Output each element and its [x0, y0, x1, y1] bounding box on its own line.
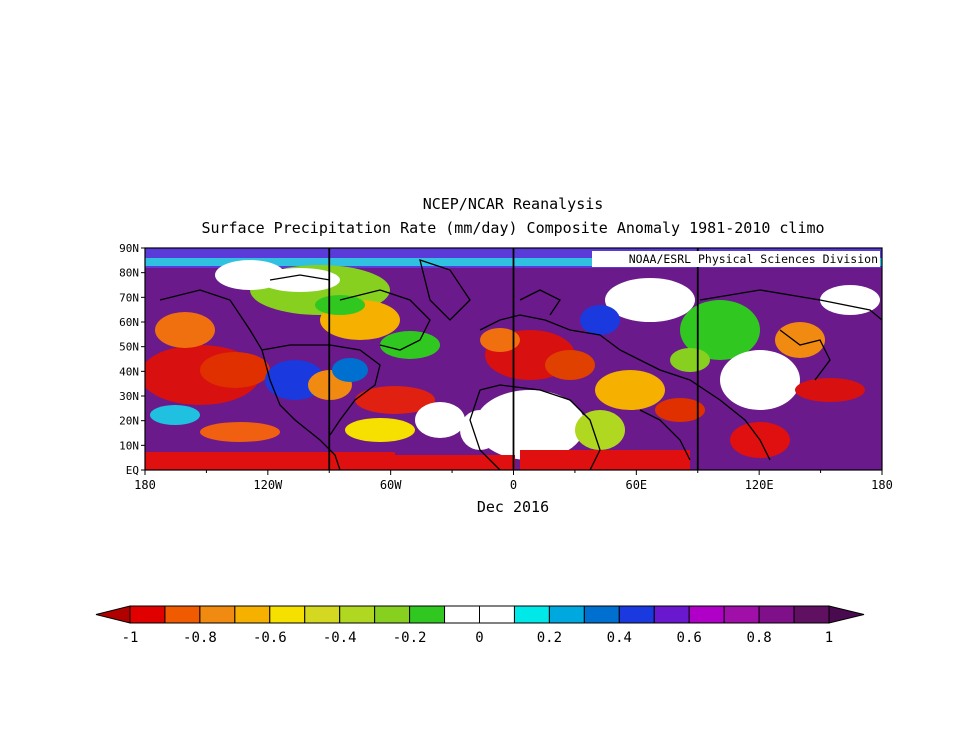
chart-subtitle: Surface Precipitation Rate (mm/day) Comp… [201, 219, 825, 237]
colorbar-swatch [444, 605, 480, 624]
lon-tick-label: 120W [253, 478, 283, 492]
colorbar-label: 0.2 [537, 630, 562, 646]
colorbar-above-arrow [828, 605, 865, 624]
date-label: Dec 2016 [476, 498, 550, 516]
colorbar-swatch [409, 605, 446, 624]
lat-tick-label: 90N [119, 242, 139, 255]
colorbar-swatch [583, 605, 620, 624]
colorbar-swatch [339, 605, 376, 624]
colorbar-swatch [164, 605, 201, 624]
colorbar-label: 0.8 [746, 630, 771, 646]
lat-tick-label: 70N [119, 291, 139, 304]
colorbar-label: -0.2 [393, 630, 427, 646]
colorbar-below-arrow [95, 605, 131, 624]
colorbar-label: 1 [825, 630, 833, 646]
colorbar-swatch [653, 605, 690, 624]
colorbar-swatch [513, 605, 550, 624]
colorbar-swatch [479, 605, 515, 624]
coastlines [159, 259, 882, 470]
colorbar-label: -1 [122, 630, 139, 646]
lon-tick-label: 0 [510, 478, 517, 492]
colorbar-label: -0.8 [183, 630, 217, 646]
lat-tick-label: 20N [119, 415, 139, 428]
colorbar-swatch [688, 605, 725, 624]
colorbar-swatch [129, 605, 166, 624]
colorbar-swatch [374, 605, 411, 624]
longitude-axis: 180 120W 60W 0 60E 120E 180 [134, 470, 893, 492]
colorbar-label: -0.6 [253, 630, 287, 646]
lon-tick-label: 60W [380, 478, 402, 492]
colorbar-swatch [304, 605, 341, 624]
colorbar-swatch [758, 605, 795, 624]
lat-tick-label: 80N [119, 267, 139, 280]
lon-tick-label: 120E [745, 478, 774, 492]
lat-tick-label: 50N [119, 341, 139, 354]
lat-tick-label: 30N [119, 390, 139, 403]
chart-title: NCEP/NCAR Reanalysis [422, 195, 604, 213]
lat-tick-label: 40N [119, 365, 139, 378]
lat-tick-label: EQ [126, 464, 139, 477]
colorbar-swatch [199, 605, 236, 624]
meridian-lines [328, 248, 699, 470]
lon-tick-label: 180 [871, 478, 893, 492]
colorbar-label: 0 [475, 630, 483, 646]
lon-tick-label: 180 [134, 478, 156, 492]
colorbar-swatch [793, 605, 830, 624]
colorbar-label: 0.4 [607, 630, 632, 646]
colorbar-label: 0.6 [677, 630, 702, 646]
colorbar-swatch [723, 605, 760, 624]
latitude-axis: EQ 10N 20N 30N 40N 50N 60N 70N 80N 90N [119, 242, 145, 477]
lat-tick-label: 10N [119, 439, 139, 452]
colorbar-swatch [269, 605, 306, 624]
credit-label: NOAA/ESRL Physical Sciences Division [629, 252, 878, 266]
credit-box [592, 251, 880, 267]
colorbar-swatch [618, 605, 655, 624]
colorbar-label: -0.4 [323, 630, 357, 646]
colorbar-swatch [548, 605, 585, 624]
lon-tick-label: 60E [625, 478, 647, 492]
colorbar-swatch [234, 605, 271, 624]
lat-tick-label: 60N [119, 316, 139, 329]
